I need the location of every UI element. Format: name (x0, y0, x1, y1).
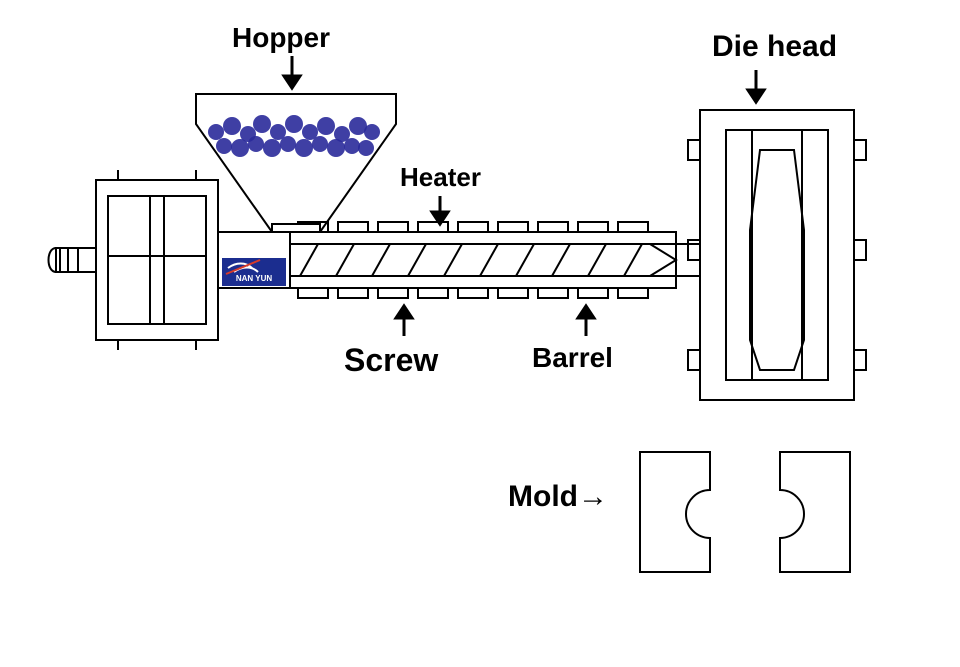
heater-bands-bottom (298, 288, 648, 298)
pellets (208, 115, 380, 157)
barrel (290, 232, 676, 288)
arrows (284, 56, 764, 336)
arrow-screw (396, 306, 412, 336)
diagram-svg: NAN YUN (0, 0, 960, 667)
die-head (688, 110, 866, 400)
gearbox (96, 170, 218, 350)
arrow-heater (432, 196, 448, 224)
logo-text: NAN YUN (236, 274, 273, 283)
arrow-hopper (284, 56, 300, 88)
heater-bands-top (298, 222, 648, 232)
mold (640, 452, 850, 572)
screw (300, 244, 676, 276)
arrow-diehead (748, 70, 764, 102)
drive-shaft (49, 248, 97, 272)
extruder-diagram: Hopper Die head Heater Screw Barrel Mold… (0, 0, 960, 667)
arrow-barrel (578, 306, 594, 336)
hopper (196, 94, 396, 232)
logo-badge: NAN YUN (222, 258, 286, 286)
